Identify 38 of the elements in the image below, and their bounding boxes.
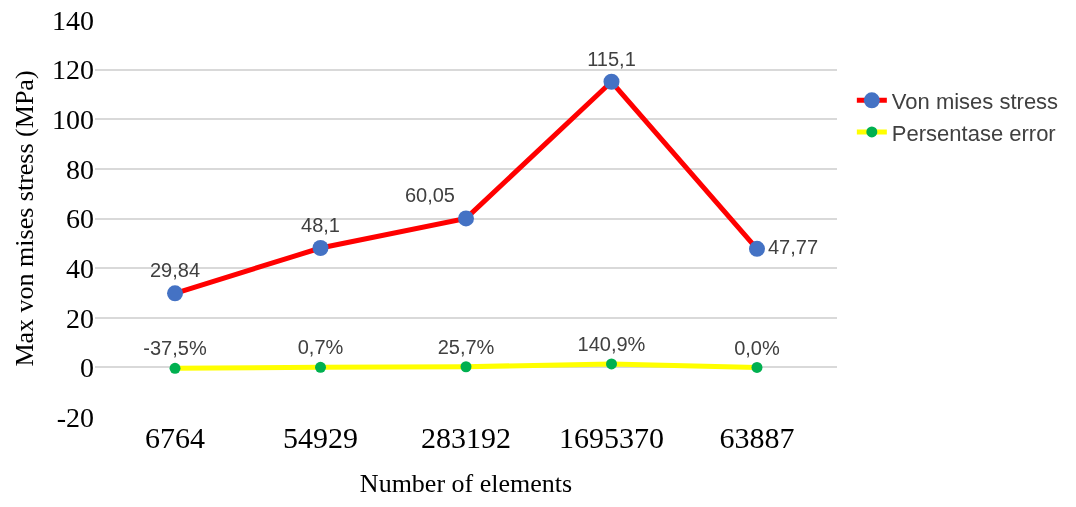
- y-tick-label: 120: [52, 54, 94, 86]
- point: [460, 361, 472, 373]
- data-label: 0,0%: [734, 336, 780, 359]
- data-label: 0,7%: [297, 336, 344, 359]
- data-label: 60,05: [404, 184, 455, 207]
- x-axis-title: Number of elements: [359, 468, 573, 498]
- data-label: 47,77: [767, 235, 819, 258]
- y-tick-label: 40: [66, 252, 94, 284]
- x-tick-label: 63887: [719, 421, 795, 454]
- point: [315, 361, 327, 373]
- point: [605, 358, 617, 370]
- point: [748, 240, 765, 257]
- x-tick-label: 54929: [283, 421, 359, 454]
- data-label: 48,1: [301, 214, 340, 237]
- point: [458, 210, 474, 227]
- point: [312, 240, 329, 257]
- y-tick-label: -20: [56, 401, 94, 433]
- data-label: 25,7%: [437, 335, 495, 358]
- y-axis-title: Max von mises stress (MPa): [10, 70, 39, 367]
- y-tick-label: 80: [66, 153, 94, 185]
- legend-label: Persentase error: [891, 120, 1056, 146]
- point: [751, 361, 763, 373]
- data-label: 115,1: [587, 47, 636, 70]
- y-tick-label: 20: [66, 302, 94, 334]
- data-label: -37,5%: [143, 337, 207, 360]
- x-tick-label: 283192: [421, 421, 511, 454]
- y-tick-label: 140: [52, 4, 94, 36]
- point: [603, 73, 620, 90]
- point: [167, 285, 184, 302]
- x-tick-label: 6764: [145, 421, 206, 454]
- y-tick-label: 60: [66, 203, 94, 235]
- point: [169, 362, 181, 374]
- y-tick-label: 100: [52, 104, 94, 136]
- data-label: 29,84: [149, 259, 201, 282]
- x-tick-label: 1695370: [558, 421, 664, 454]
- legend-label: Von mises stress: [891, 88, 1059, 114]
- y-tick-label: 0: [80, 352, 94, 384]
- data-label: 140,9%: [577, 333, 646, 356]
